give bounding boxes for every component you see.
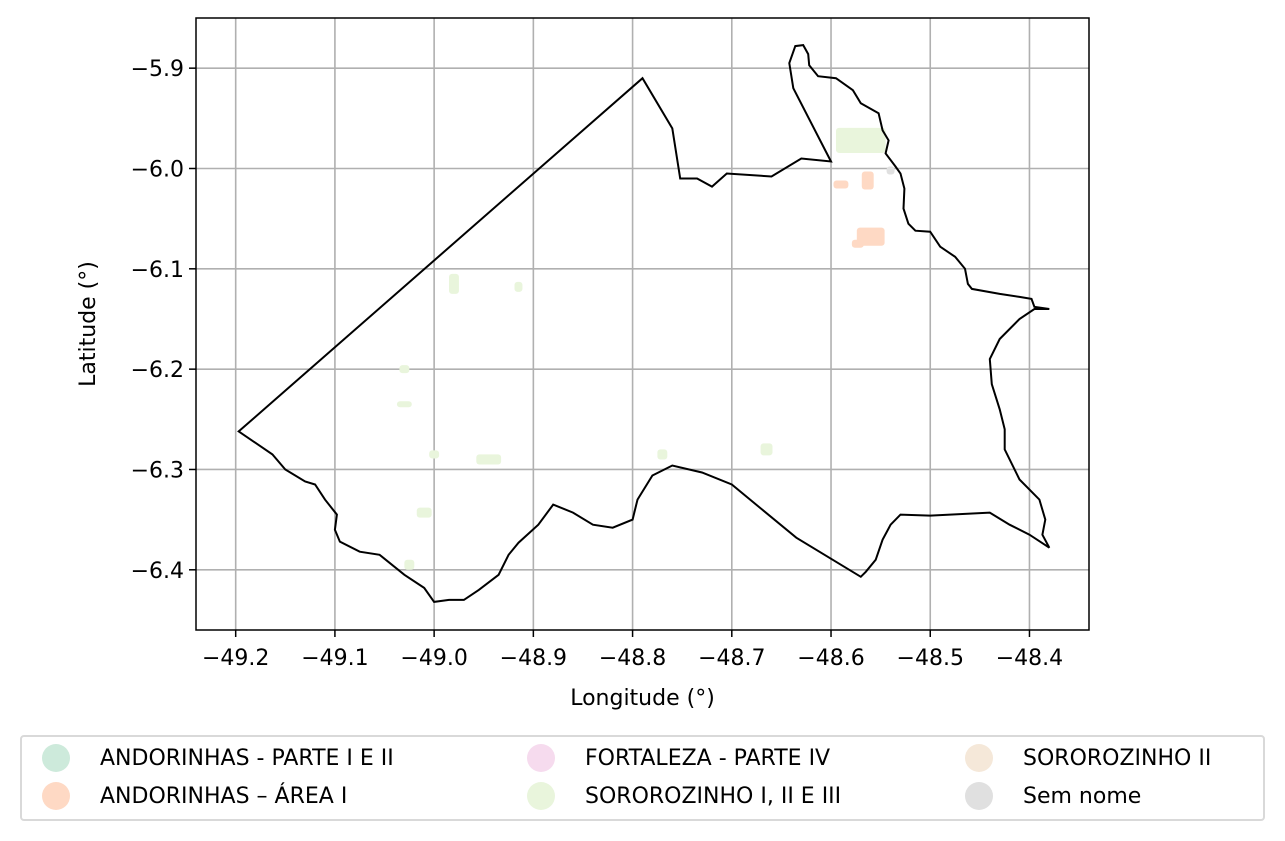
territory-patch	[514, 281, 523, 292]
x-axis-label: Longitude (°)	[570, 686, 715, 711]
x-tick-label: −48.8	[599, 646, 666, 671]
legend-item: SOROROZINHO I, II E III	[527, 781, 841, 811]
legend-item: FORTALEZA - PARTE IV	[527, 743, 830, 773]
y-tick-label: −6.0	[131, 157, 184, 182]
legend-marker-icon	[965, 744, 993, 772]
x-tick-label: −48.9	[500, 646, 567, 671]
territory-patch	[416, 507, 432, 518]
legend-item: Sem nome	[965, 781, 1141, 811]
territory-patch	[476, 454, 502, 465]
legend-marker-icon	[527, 744, 555, 772]
legend-marker-icon	[527, 782, 555, 810]
axes-frame	[195, 17, 1090, 631]
map-plot: −49.2 −49.1 −49.0 −48.9 −48.8 −48.7 −48.6 −48.5…	[76, 17, 1090, 711]
y-tick-label: −6.3	[131, 458, 184, 483]
legend-marker-icon	[42, 782, 70, 810]
y-tick-label: −6.2	[131, 358, 184, 383]
y-tick-label: −5.9	[131, 57, 184, 82]
territory-patch	[835, 127, 886, 153]
territory-patch	[833, 180, 849, 189]
territory-patches	[396, 127, 895, 570]
legend-marker-icon	[42, 744, 70, 772]
legend-label: ANDORINHAS - PARTE I E II	[100, 745, 394, 771]
legend-label: ANDORINHAS – ÁREA I	[100, 783, 348, 809]
legend: ANDORINHAS - PARTE I E II ANDORINHAS – Á…	[20, 735, 1265, 821]
axis-ticks: −49.2 −49.1 −49.0 −48.9 −48.8 −48.7 −48.6 −48.5…	[131, 57, 1064, 671]
legend-item: ANDORINHAS - PARTE I E II	[42, 743, 394, 773]
x-tick-label: −48.4	[996, 646, 1063, 671]
map-figure: −49.2 −49.1 −49.0 −48.9 −48.8 −48.7 −48.6 −48.5…	[76, 17, 1090, 711]
legend-label: FORTALEZA - PARTE IV	[585, 745, 831, 771]
x-tick-label: −49.1	[301, 646, 368, 671]
territory-patch	[851, 239, 864, 248]
legend-item: ANDORINHAS – ÁREA I	[42, 781, 347, 811]
territory-patch	[396, 401, 412, 408]
territory-patch	[760, 443, 773, 456]
x-tick-label: −49.2	[202, 646, 269, 671]
territory-patch	[861, 171, 874, 190]
x-tick-label: −48.6	[797, 646, 864, 671]
territory-patch	[399, 365, 410, 374]
y-axis-label: Latitude (°)	[76, 261, 101, 387]
legend-label: SOROROZINHO II	[1023, 745, 1212, 771]
legend-label: Sem nome	[1023, 783, 1142, 809]
municipality-boundary	[237, 44, 1051, 603]
x-tick-label: −48.7	[698, 646, 765, 671]
territory-patch	[404, 559, 415, 570]
x-tick-label: −48.5	[897, 646, 964, 671]
territory-patch	[856, 227, 885, 246]
grid	[196, 18, 1089, 630]
x-tick-label: −49.0	[400, 646, 467, 671]
territory-patch	[886, 166, 895, 175]
y-tick-label: −6.1	[131, 258, 184, 283]
legend-marker-icon	[965, 782, 993, 810]
legend-label: SOROROZINHO I, II E III	[585, 783, 842, 809]
y-tick-label: −6.4	[131, 559, 184, 584]
territory-patch	[657, 449, 668, 460]
legend-item: SOROROZINHO II	[965, 743, 1211, 773]
territory-patch	[449, 273, 459, 294]
territory-patch	[429, 450, 440, 459]
